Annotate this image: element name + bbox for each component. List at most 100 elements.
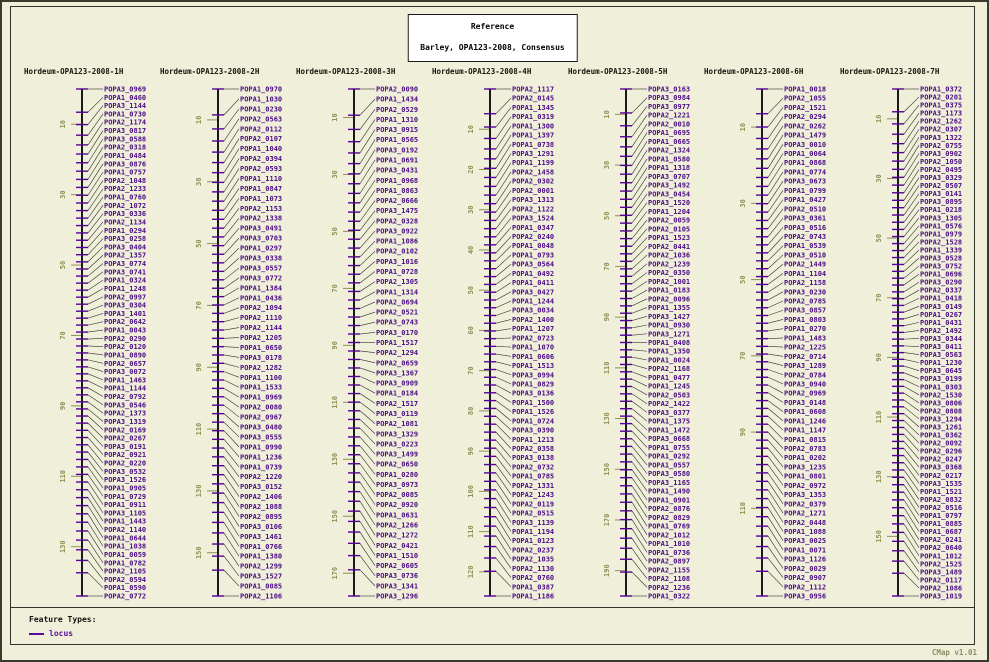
locus-label[interactable]: POPA3_0557 (240, 264, 282, 272)
locus-label[interactable]: POPA2_1012 (648, 531, 690, 539)
locus-label[interactable]: POPA3_1524 (512, 215, 554, 223)
locus-label[interactable]: POPA3_0258 (104, 235, 146, 243)
locus-label[interactable]: POPA3_0025 (784, 537, 826, 545)
locus-label[interactable]: POPA2_0102 (376, 248, 418, 256)
locus-label[interactable]: POPA1_0738 (512, 141, 554, 149)
locus-label[interactable]: POPA1_0801 (784, 473, 826, 481)
locus-label[interactable]: POPA2_1449 (784, 261, 826, 269)
locus-label[interactable]: POPA1_0492 (512, 270, 554, 278)
locus-label[interactable]: POPA3_0580 (648, 470, 690, 478)
locus-label[interactable]: POPA2_1130 (512, 565, 554, 573)
locus-label[interactable]: POPA2_0169 (104, 426, 146, 434)
locus-label[interactable]: POPA3_0857 (784, 307, 826, 315)
locus-label[interactable]: POPA1_0184 (376, 390, 418, 398)
locus-label[interactable]: POPA3_1475 (376, 207, 418, 215)
locus-label[interactable]: POPA2_1400 (512, 316, 554, 324)
locus-label[interactable]: POPA2_1282 (240, 364, 282, 372)
legend-item-locus[interactable]: locus (29, 629, 956, 638)
locus-label[interactable]: POPA1_1144 (104, 385, 146, 393)
locus-label[interactable]: POPA2_1305 (376, 278, 418, 286)
locus-label[interactable]: POPA2_1262 (920, 118, 962, 126)
locus-label[interactable]: POPA2_0657 (104, 360, 146, 368)
locus-label[interactable]: POPA2_0594 (104, 576, 146, 584)
locus-label[interactable]: POPA2_1233 (104, 185, 146, 193)
locus-label[interactable]: POPA2_0972 (784, 482, 826, 490)
locus-label[interactable]: POPA3_1499 (376, 451, 418, 459)
locus-label[interactable]: POPA3_0223 (376, 440, 418, 448)
locus-label[interactable]: POPA1_0347 (512, 224, 554, 232)
locus-label[interactable]: POPA1_0729 (104, 493, 146, 501)
locus-label[interactable]: POPA3_0902 (920, 150, 962, 158)
locus-label[interactable]: POPA1_0059 (104, 551, 146, 559)
locus-label[interactable]: POPA3_1261 (920, 424, 962, 432)
locus-label[interactable]: POPA3_0390 (512, 427, 554, 435)
locus-label[interactable]: POPA1_0990 (240, 443, 282, 451)
locus-label[interactable]: POPA3_0072 (104, 368, 146, 376)
locus-label[interactable]: POPA2_0421 (376, 542, 418, 550)
locus-label[interactable]: POPA3_1535 (920, 480, 962, 488)
locus-label[interactable]: POPA1_0267 (920, 311, 962, 319)
locus-label[interactable]: POPA2_1236 (648, 584, 690, 592)
locus-label[interactable]: POPA2_1088 (240, 503, 282, 511)
locus-label[interactable]: POPA1_1236 (240, 453, 282, 461)
locus-label[interactable]: POPA1_0755 (648, 444, 690, 452)
locus-label[interactable]: POPA3_1296 (376, 593, 418, 601)
locus-label[interactable]: POPA3_0707 (648, 173, 690, 181)
locus-label[interactable]: POPA3_1294 (920, 415, 962, 423)
locus-label[interactable]: POPA1_0362 (920, 432, 962, 440)
locus-label[interactable]: POPA2_0755 (920, 142, 962, 150)
locus-label[interactable]: POPA1_0687 (920, 528, 962, 536)
locus-label[interactable]: POPA2_0394 (240, 155, 282, 163)
locus-label[interactable]: POPA1_1199 (512, 159, 554, 167)
locus-label[interactable]: POPA3_0010 (784, 141, 826, 149)
locus-label[interactable]: POPA2_1521 (784, 104, 826, 112)
locus-label[interactable]: POPA1_0815 (784, 436, 826, 444)
locus-label[interactable]: POPA3_0178 (240, 354, 282, 362)
locus-label[interactable]: POPA3_0170 (376, 329, 418, 337)
locus-label[interactable]: POPA3_0555 (240, 433, 282, 441)
locus-label[interactable]: POPA3_1105 (104, 509, 146, 517)
locus-label[interactable]: POPA1_1088 (784, 528, 826, 536)
locus-label[interactable]: POPA3_0915 (376, 126, 418, 134)
locus-label[interactable]: POPA1_0724 (512, 417, 554, 425)
locus-label[interactable]: POPA2_0808 (920, 407, 962, 415)
locus-label[interactable]: POPA3_0516 (784, 224, 826, 232)
locus-label[interactable]: POPA2_1117 (512, 86, 554, 94)
locus-label[interactable]: POPA3_1319 (104, 418, 146, 426)
locus-label[interactable]: POPA2_0969 (784, 390, 826, 398)
locus-label[interactable]: POPA1_0868 (784, 159, 826, 167)
locus-label[interactable]: POPA3_0772 (240, 274, 282, 282)
locus-label[interactable]: POPA3_0377 (648, 409, 690, 417)
locus-label[interactable]: POPA1_1070 (512, 344, 554, 352)
map-name[interactable]: Hordeum-OPA123-2008-7H (840, 67, 940, 76)
locus-label[interactable]: POPA1_0477 (648, 374, 690, 382)
locus-label[interactable]: POPA1_0294 (104, 227, 146, 235)
locus-label[interactable]: POPA1_0218 (920, 206, 962, 214)
locus-label[interactable]: POPA2_0650 (376, 461, 418, 469)
locus-label[interactable]: POPA3_0532 (104, 468, 146, 476)
locus-label[interactable]: POPA1_0650 (240, 344, 282, 352)
locus-label[interactable]: POPA2_1225 (784, 344, 826, 352)
locus-label[interactable]: POPA2_0237 (512, 546, 554, 554)
locus-label[interactable]: POPA2_0090 (376, 86, 418, 94)
locus-label[interactable]: POPA2_0290 (104, 335, 146, 343)
locus-label[interactable]: POPA2_0262 (784, 122, 826, 130)
locus-label[interactable]: POPA2_0997 (104, 293, 146, 301)
locus-label[interactable]: POPA1_0799 (784, 187, 826, 195)
locus-label[interactable]: POPA1_0736 (648, 549, 690, 557)
locus-label[interactable]: POPA1_0372 (920, 86, 962, 94)
locus-label[interactable]: POPA1_1246 (784, 417, 826, 425)
locus-label[interactable]: POPA2_0920 (376, 501, 418, 509)
locus-label[interactable]: POPA3_0741 (104, 268, 146, 276)
locus-label[interactable]: POPA2_0516 (920, 504, 962, 512)
locus-label[interactable]: POPA3_0564 (512, 261, 554, 269)
locus-label[interactable]: POPA2_0785 (784, 298, 826, 306)
locus-label[interactable]: POPA1_1100 (240, 374, 282, 382)
locus-label[interactable]: POPA3_0480 (240, 424, 282, 432)
locus-label[interactable]: POPA1_0436 (240, 294, 282, 302)
locus-label[interactable]: POPA1_0418 (920, 295, 962, 303)
locus-label[interactable]: POPA1_0322 (648, 593, 690, 601)
locus-label[interactable]: POPA2_1094 (240, 304, 282, 312)
locus-label[interactable]: POPA1_1248 (104, 285, 146, 293)
locus-label[interactable]: POPA3_1489 (920, 568, 962, 576)
